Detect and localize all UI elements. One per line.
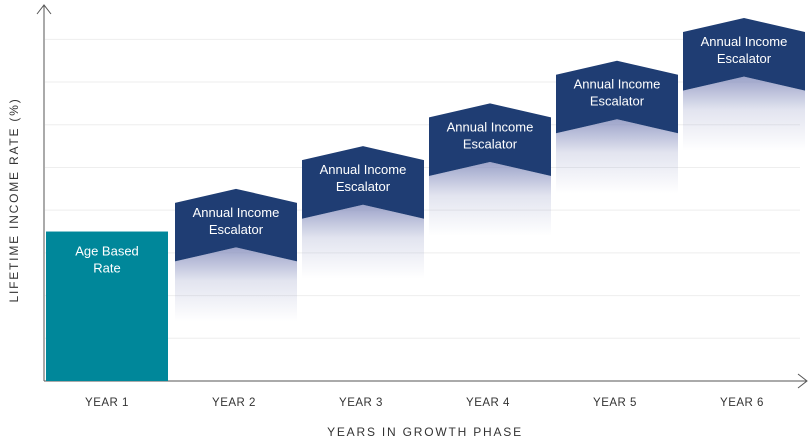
escalator-label-line1: Annual Income: [574, 77, 661, 92]
escalator-bar: [683, 18, 805, 91]
x-tick-label: YEAR 2: [212, 397, 256, 409]
x-tick-labels: YEAR 1 YEAR 2 YEAR 3 YEAR 4 YEAR 5 YEAR 6: [85, 397, 764, 409]
escalator-bar: [175, 188, 297, 262]
x-tick-label: YEAR 5: [593, 397, 637, 409]
x-axis-title: YEARS IN GROWTH PHASE: [327, 425, 523, 439]
escalator-fade: [429, 162, 551, 237]
x-tick-label: YEAR 4: [466, 397, 510, 409]
escalator-fade: [556, 119, 678, 194]
escalator-label-line2: Escalator: [590, 94, 645, 109]
x-tick-label: YEAR 3: [339, 397, 383, 409]
escalator-bar: [429, 103, 551, 177]
escalator-label-line1: Annual Income: [447, 119, 534, 134]
escalator-label-line2: Escalator: [463, 136, 518, 151]
chart-bars: Age Based Rate Annual Income Escalator Annua…: [46, 18, 805, 381]
escalator-bar: [556, 60, 678, 134]
escalator-bar: [302, 146, 424, 219]
escalator-label-line2: Escalator: [209, 222, 264, 237]
base-rate-label-line1: Age Based: [75, 244, 139, 259]
escalator-fade: [175, 247, 297, 322]
x-tick-label: YEAR 1: [85, 397, 129, 409]
escalator-label-line2: Escalator: [336, 179, 391, 194]
escalator-label-line1: Annual Income: [193, 205, 280, 220]
y-axis-title: LIFETIME INCOME RATE (%): [7, 98, 21, 303]
base-rate-bar: [46, 231, 168, 381]
escalator-label-line1: Annual Income: [320, 162, 407, 177]
y-axis-arrow: [36, 4, 52, 15]
base-rate-label-line2: Rate: [93, 261, 120, 276]
escalator-label-line1: Annual Income: [701, 34, 788, 49]
escalator-label-line2: Escalator: [717, 51, 772, 66]
x-tick-label: YEAR 6: [720, 397, 764, 409]
x-axis-arrow: [797, 373, 808, 389]
escalator-fade: [302, 204, 424, 279]
escalator-fade: [683, 76, 805, 151]
